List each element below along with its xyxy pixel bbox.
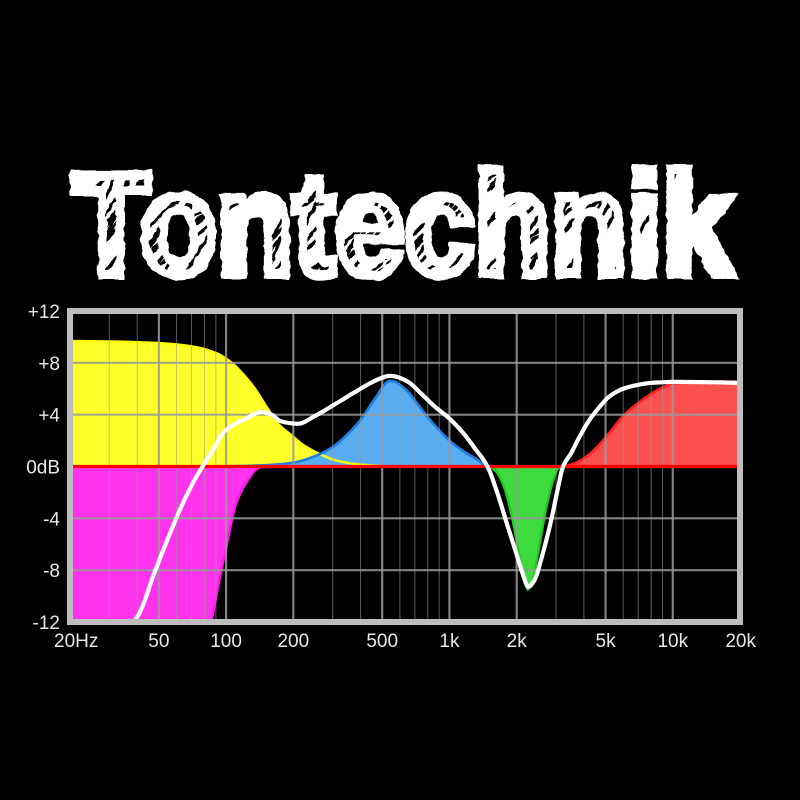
- svg-text:10k: 10k: [657, 631, 688, 652]
- svg-text:50: 50: [148, 631, 169, 652]
- svg-text:2k: 2k: [507, 631, 528, 652]
- svg-text:-4: -4: [43, 509, 60, 530]
- svg-text:20k: 20k: [725, 631, 756, 652]
- svg-text:+8: +8: [38, 354, 60, 375]
- svg-text:500: 500: [366, 631, 398, 652]
- svg-text:200: 200: [277, 631, 309, 652]
- svg-text:1k: 1k: [439, 631, 460, 652]
- svg-text:-8: -8: [43, 561, 60, 582]
- svg-text:100: 100: [210, 631, 242, 652]
- svg-text:20Hz: 20Hz: [54, 631, 98, 652]
- svg-text:Tontechnik: Tontechnik: [73, 144, 733, 305]
- svg-text:5k: 5k: [596, 631, 617, 652]
- svg-text:0dB: 0dB: [26, 458, 60, 479]
- svg-text:+12: +12: [28, 302, 60, 323]
- svg-text:+4: +4: [38, 406, 60, 427]
